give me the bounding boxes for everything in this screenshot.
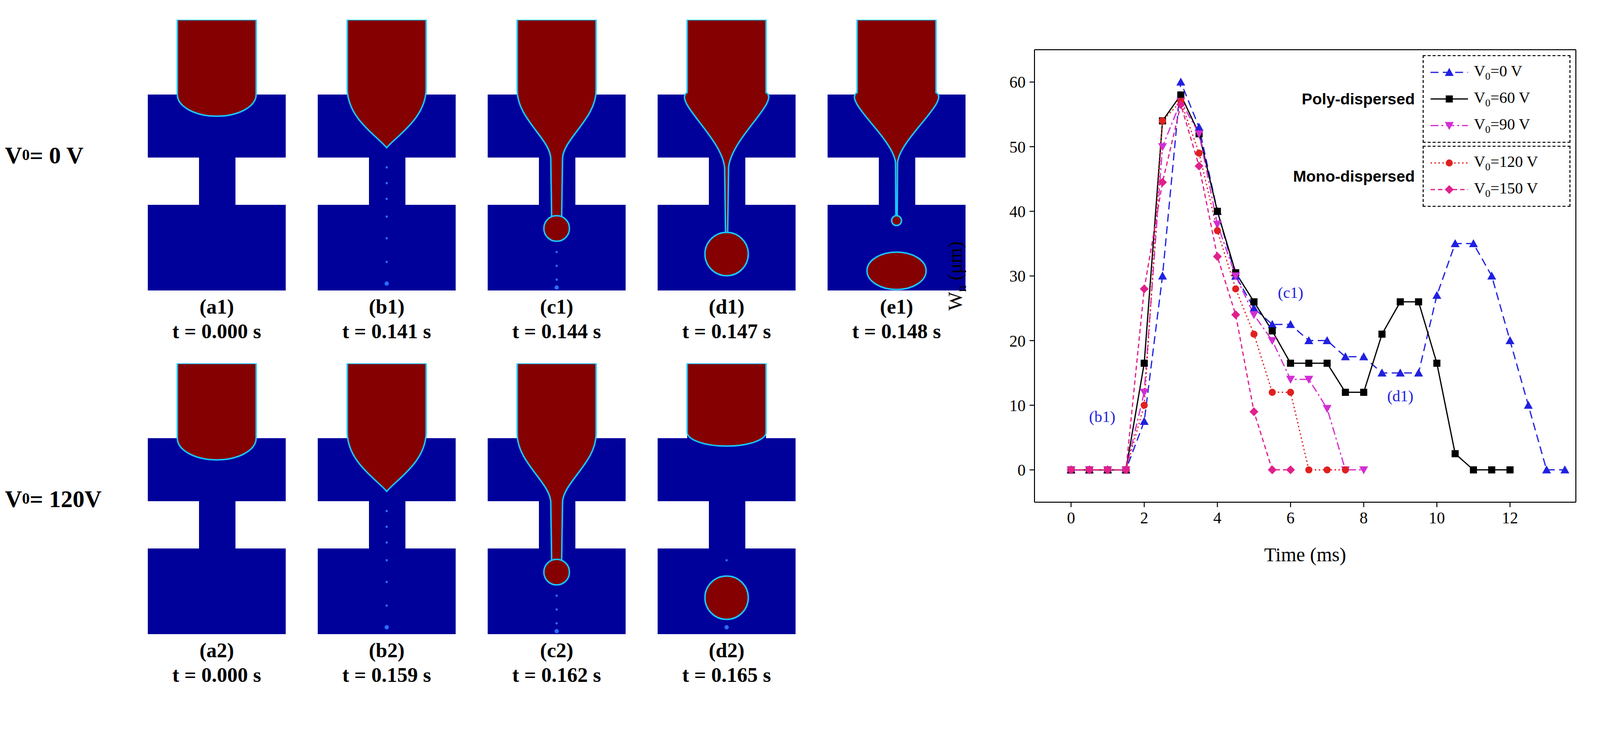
svg-text:40: 40 [1009, 202, 1026, 221]
html-text:t = 0.144 s: t = 0.144 s [512, 320, 602, 343]
svg-text:0: 0 [1017, 461, 1027, 480]
svg-text:20: 20 [1009, 332, 1026, 351]
html-text:(c2): (c2) [540, 639, 574, 663]
html-text:(e1): (e1) [879, 295, 914, 319]
html-text:V0=0 V: V0=0 V [1473, 62, 1523, 83]
svg-text:0: 0 [1066, 509, 1076, 528]
svg-text:2: 2 [1140, 509, 1149, 528]
html-text:t = 0.147 s: t = 0.147 s [682, 320, 771, 343]
html-text:V0=120 V: V0=120 V [1473, 152, 1538, 173]
html-text:Mono-dispersed: Mono-dispersed [1293, 167, 1415, 185]
svg-text:Time (ms): Time (ms) [1264, 543, 1346, 567]
html-text:V0=60 V: V0=60 V [1473, 88, 1531, 109]
html-text:t = 0.148 s: t = 0.148 s [852, 320, 941, 343]
svg-text:10: 10 [1009, 397, 1026, 415]
svg-text:(b1): (b1) [1089, 407, 1116, 426]
html-text:t = 0.000 s: t = 0.000 s [172, 320, 262, 343]
html-text:(b2): (b2) [368, 639, 405, 663]
html-text:t = 0.141 s: t = 0.141 s [342, 320, 432, 343]
svg-text:4: 4 [1213, 509, 1222, 528]
svg-text:12: 12 [1501, 509, 1519, 528]
svg-text:50: 50 [1009, 138, 1026, 157]
html-text:V0=90 V: V0=90 V [1473, 115, 1531, 136]
svg-text:30: 30 [1009, 267, 1026, 286]
html-text:(a2): (a2) [199, 639, 234, 663]
html-text:(a1): (a1) [199, 295, 234, 319]
html-text:t = 0.162 s: t = 0.162 s [512, 664, 602, 687]
svg-text:(c1): (c1) [1277, 283, 1304, 302]
html-text:(d1): (d1) [708, 295, 745, 319]
html-text:V0=150 V: V0=150 V [1473, 179, 1538, 200]
svg-text:8: 8 [1359, 509, 1368, 528]
svg-text:(d1): (d1) [1387, 387, 1414, 405]
svg-text:Wn (μm): Wn (μm) [943, 241, 969, 311]
html-text:t = 0.000 s: t = 0.000 s [172, 664, 262, 687]
html-text:t = 0.159 s: t = 0.159 s [342, 664, 432, 687]
html-text:V0= 0 V: V0= 0 V [4, 142, 84, 169]
html-text:t = 0.165 s: t = 0.165 s [682, 664, 771, 687]
html-text:V0= 120V: V0= 120V [4, 485, 102, 513]
html-text:(c1): (c1) [540, 295, 574, 319]
svg-text:6: 6 [1286, 509, 1296, 528]
svg-text:60: 60 [1009, 73, 1026, 92]
html-text:(d2): (d2) [708, 639, 745, 663]
html-text:(b1): (b1) [368, 295, 405, 319]
html-text:Poly-dispersed: Poly-dispersed [1301, 89, 1415, 108]
svg-text:10: 10 [1428, 509, 1445, 528]
